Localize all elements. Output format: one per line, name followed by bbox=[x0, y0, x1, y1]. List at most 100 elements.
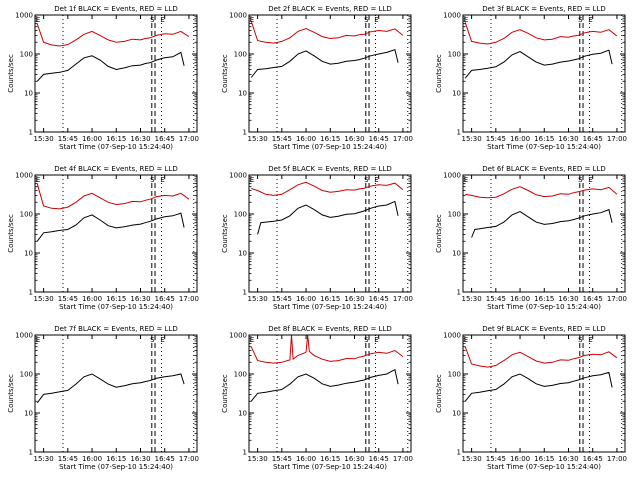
flare-marker-label: E bbox=[374, 16, 378, 24]
x-tick-label: 15:30 bbox=[248, 135, 268, 143]
chart-panel: Det 5f BLACK = Events, RED = LLD 15:30 15:… bbox=[221, 165, 413, 311]
y-tick-label: 1000 bbox=[229, 332, 247, 340]
flare-marker-label: S bbox=[578, 176, 583, 184]
chart-panel: Det 1f BLACK = Events, RED = LLD 15:30 15:… bbox=[7, 5, 199, 151]
chart-panel: Det 3f BLACK = Events, RED = LLD 15:30 15:… bbox=[435, 5, 627, 151]
x-tick-label: 16:00 bbox=[510, 455, 530, 463]
x-axis-label: Start Time (07-Sep-10 15:24:40) bbox=[273, 303, 387, 311]
x-tick-label: 15:30 bbox=[462, 135, 482, 143]
x-tick-label: 15:30 bbox=[248, 295, 268, 303]
x-axis-label: Start Time (07-Sep-10 15:24:40) bbox=[487, 143, 601, 151]
y-tick-label: 1000 bbox=[15, 172, 33, 180]
flare-marker-label: E bbox=[160, 176, 164, 184]
flare-marker-label: E bbox=[374, 176, 378, 184]
y-tick-label: 1000 bbox=[443, 172, 461, 180]
x-tick-label: 15:45 bbox=[272, 295, 292, 303]
x-tick-label: 15:45 bbox=[272, 455, 292, 463]
y-axis-label: Counts/sec bbox=[221, 54, 229, 93]
y-tick-label: 10 bbox=[238, 250, 247, 258]
y-tick-label: 1 bbox=[29, 129, 33, 137]
x-tick-label: 16:00 bbox=[510, 135, 530, 143]
x-tick-label: 16:30 bbox=[558, 295, 578, 303]
events-series-line bbox=[250, 368, 399, 402]
flare-marker-label: E bbox=[464, 176, 468, 184]
x-tick-label: 16:45 bbox=[155, 135, 175, 143]
flare-marker-label: S bbox=[578, 336, 583, 344]
y-tick-label: 100 bbox=[448, 51, 461, 59]
y-tick-label: 1000 bbox=[15, 332, 33, 340]
x-tick-label: 17:00 bbox=[607, 295, 627, 303]
x-tick-label: 16:30 bbox=[558, 135, 578, 143]
flare-marker-label: S bbox=[364, 336, 369, 344]
x-tick-label: 16:15 bbox=[106, 135, 126, 143]
chart-panel: Det 4f BLACK = Events, RED = LLD 15:30 15:… bbox=[7, 165, 199, 311]
flare-marker-label: E bbox=[160, 16, 164, 24]
x-tick-label: 15:45 bbox=[272, 135, 292, 143]
lld-series-line bbox=[36, 23, 190, 47]
y-axis-label: Counts/sec bbox=[435, 214, 443, 253]
y-tick-label: 1 bbox=[243, 289, 247, 297]
flare-marker-label: E bbox=[160, 336, 164, 344]
y-tick-label: 100 bbox=[234, 51, 247, 59]
x-tick-label: 17:00 bbox=[393, 455, 413, 463]
chart-title: Det 8f BLACK = Events, RED = LLD bbox=[268, 325, 391, 333]
x-tick-label: 17:00 bbox=[179, 455, 199, 463]
flare-marker-label: E bbox=[464, 16, 468, 24]
x-tick-label: 17:00 bbox=[179, 135, 199, 143]
y-tick-label: 10 bbox=[238, 410, 247, 418]
y-tick-label: 10 bbox=[24, 410, 33, 418]
x-tick-label: 16:30 bbox=[130, 135, 150, 143]
x-tick-label: 16:15 bbox=[534, 295, 554, 303]
chart-panel: Det 6f BLACK = Events, RED = LLD 15:30 15:… bbox=[435, 165, 627, 311]
x-tick-label: 15:30 bbox=[248, 455, 268, 463]
flare-marker-label: E bbox=[588, 16, 592, 24]
y-tick-label: 1 bbox=[457, 449, 461, 457]
x-tick-label: 15:30 bbox=[34, 295, 54, 303]
x-tick-label: 16:45 bbox=[369, 295, 389, 303]
y-tick-label: 10 bbox=[24, 250, 33, 258]
y-axis-label: Counts/sec bbox=[7, 54, 15, 93]
x-tick-label: 16:00 bbox=[82, 455, 102, 463]
x-tick-label: 16:15 bbox=[320, 135, 340, 143]
x-tick-label: 16:45 bbox=[583, 135, 603, 143]
x-tick-label: 16:15 bbox=[106, 295, 126, 303]
flare-marker-label: E bbox=[36, 336, 40, 344]
x-tick-label: 15:45 bbox=[58, 295, 78, 303]
y-tick-label: 1000 bbox=[443, 332, 461, 340]
x-axis-label: Start Time (07-Sep-10 15:24:40) bbox=[487, 303, 601, 311]
y-tick-label: 10 bbox=[452, 90, 461, 98]
events-series-line bbox=[36, 373, 185, 404]
y-tick-label: 1 bbox=[243, 129, 247, 137]
x-tick-label: 17:00 bbox=[393, 135, 413, 143]
y-tick-label: 100 bbox=[20, 211, 33, 219]
flare-marker-label: S bbox=[150, 16, 155, 24]
x-tick-label: 16:15 bbox=[320, 455, 340, 463]
x-tick-label: 16:15 bbox=[534, 455, 554, 463]
y-tick-label: 100 bbox=[234, 371, 247, 379]
y-axis-label: Counts/sec bbox=[7, 374, 15, 413]
flare-marker-label: S bbox=[364, 16, 369, 24]
y-tick-label: 100 bbox=[20, 51, 33, 59]
lld-series-line bbox=[465, 186, 618, 199]
y-axis-label: Counts/sec bbox=[435, 374, 443, 413]
flare-marker-label: S bbox=[364, 176, 369, 184]
flare-marker-label: S bbox=[578, 16, 583, 24]
y-tick-label: 100 bbox=[448, 211, 461, 219]
lld-series-line bbox=[250, 20, 404, 44]
flare-marker-label: E bbox=[250, 336, 254, 344]
lld-series-line bbox=[464, 22, 618, 45]
x-tick-label: 16:30 bbox=[130, 455, 150, 463]
y-tick-label: 1000 bbox=[443, 12, 461, 20]
x-tick-label: 16:45 bbox=[155, 455, 175, 463]
flare-marker-label: S bbox=[150, 176, 155, 184]
chart-title: Det 6f BLACK = Events, RED = LLD bbox=[482, 165, 605, 173]
x-tick-label: 15:45 bbox=[486, 455, 506, 463]
events-series-line bbox=[36, 212, 185, 242]
chart-title: Det 2f BLACK = Events, RED = LLD bbox=[268, 5, 391, 13]
x-tick-label: 15:45 bbox=[58, 135, 78, 143]
events-series-line bbox=[471, 208, 613, 238]
flare-marker-label: E bbox=[588, 176, 592, 184]
lld-series-line bbox=[251, 181, 404, 196]
y-tick-label: 10 bbox=[24, 90, 33, 98]
chart-panel: Det 9f BLACK = Events, RED = LLD 15:30 15:… bbox=[435, 325, 627, 471]
